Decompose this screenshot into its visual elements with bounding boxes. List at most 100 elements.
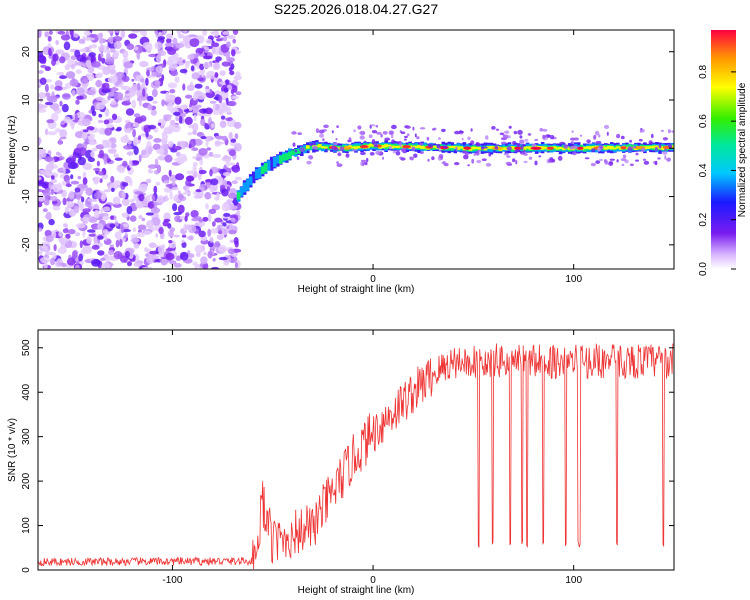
noise-blob xyxy=(66,257,76,266)
track-speckle xyxy=(542,128,548,132)
noise-blob xyxy=(88,45,92,50)
noise-blob xyxy=(82,245,93,254)
noise-blob xyxy=(59,75,67,80)
noise-blob xyxy=(104,233,108,241)
noise-blob xyxy=(193,138,203,146)
noise-blob xyxy=(234,262,238,269)
track-speckle xyxy=(593,134,597,140)
noise-blob xyxy=(185,94,193,99)
spectrogram-y-ticks: 20 10 0 -10 -20 xyxy=(21,46,674,252)
noise-blob xyxy=(47,35,52,42)
noise-blob xyxy=(221,202,230,212)
noise-blob xyxy=(214,90,222,95)
noise-blob xyxy=(168,94,174,99)
noise-blob xyxy=(59,156,65,161)
x-tick-label: -100 xyxy=(162,274,182,285)
noise-blob xyxy=(147,146,153,155)
noise-blob xyxy=(45,235,54,243)
track-speckle xyxy=(406,133,410,137)
track-peak xyxy=(576,146,584,150)
noise-blob xyxy=(131,99,137,109)
noise-blob xyxy=(144,127,149,133)
noise-blob xyxy=(204,185,208,190)
noise-blob xyxy=(214,196,219,201)
track-speckle xyxy=(638,139,643,142)
noise-blob xyxy=(231,180,238,185)
noise-blob xyxy=(174,76,180,83)
noise-blob xyxy=(86,73,95,81)
noise-blob xyxy=(191,147,199,151)
noise-blob xyxy=(173,146,182,151)
track-speckle xyxy=(370,124,376,127)
noise-blob xyxy=(194,171,198,178)
noise-blob xyxy=(65,233,71,239)
noise-blob xyxy=(157,245,165,255)
track-speckle xyxy=(522,143,525,147)
noise-blob xyxy=(169,260,177,265)
noise-blob xyxy=(66,201,75,208)
spectrogram-y-label: Frequency (Hz) xyxy=(7,116,18,185)
noise-blob xyxy=(200,256,208,265)
noise-blob xyxy=(108,91,115,97)
noise-blob xyxy=(212,154,222,158)
noise-blob xyxy=(42,208,48,213)
noise-blob xyxy=(112,196,121,205)
noise-blob xyxy=(82,220,89,224)
noise-blob xyxy=(195,251,201,257)
noise-blob xyxy=(167,140,174,147)
noise-blob xyxy=(168,169,172,177)
noise-blob xyxy=(223,212,231,217)
noise-blob xyxy=(64,82,72,89)
track-speckle xyxy=(438,147,441,152)
noise-blob xyxy=(44,84,49,93)
noise-blob xyxy=(57,30,66,35)
noise-blob xyxy=(212,257,216,262)
noise-blob xyxy=(157,36,166,40)
noise-blob xyxy=(120,135,130,144)
noise-blob xyxy=(138,135,142,141)
noise-blob xyxy=(200,136,207,140)
noise-blob xyxy=(107,249,115,256)
track-speckle xyxy=(412,126,415,131)
noise-blob xyxy=(222,36,228,42)
y-tick-label: 300 xyxy=(21,428,32,445)
noise-blob xyxy=(48,182,52,189)
noise-blob xyxy=(194,244,205,253)
noise-blob xyxy=(143,197,148,205)
noise-blob xyxy=(96,160,100,167)
track-speckle xyxy=(371,130,378,134)
track-speckle xyxy=(297,132,303,136)
noise-blob xyxy=(78,253,83,262)
noise-blob xyxy=(172,37,178,45)
track-speckle xyxy=(345,153,350,158)
noise-blob xyxy=(64,206,69,214)
noise-blob xyxy=(189,107,193,112)
noise-blob xyxy=(151,71,158,77)
noise-blob xyxy=(211,42,220,47)
colorbar: 0.0 0.2 0.4 0.6 0.8 Normalized spectral ampl… xyxy=(698,30,748,276)
noise-blob xyxy=(200,118,206,127)
track-speckle xyxy=(664,148,667,151)
noise-blob xyxy=(166,102,174,112)
noise-blob xyxy=(82,229,86,238)
noise-blob xyxy=(62,197,67,206)
noise-blob xyxy=(164,154,173,163)
noise-blob xyxy=(225,97,229,104)
snr-y-label: SNR (10 * v/v) xyxy=(7,418,18,482)
track-speckle xyxy=(348,137,352,143)
noise-blob xyxy=(99,37,103,45)
track-speckle xyxy=(351,149,358,152)
noise-blob xyxy=(189,38,200,48)
noise-blob xyxy=(72,154,77,161)
track-speckle xyxy=(516,143,521,148)
noise-blob xyxy=(113,251,123,260)
noise-blob xyxy=(228,132,233,140)
track-speckle xyxy=(426,136,430,141)
noise-blob xyxy=(203,61,212,69)
noise-blob xyxy=(50,112,59,122)
y-tick-label: 100 xyxy=(21,517,32,534)
track-speckle xyxy=(520,145,524,150)
track-speckle xyxy=(667,129,671,134)
noise-blob xyxy=(158,227,164,235)
track-speckle xyxy=(635,152,639,156)
